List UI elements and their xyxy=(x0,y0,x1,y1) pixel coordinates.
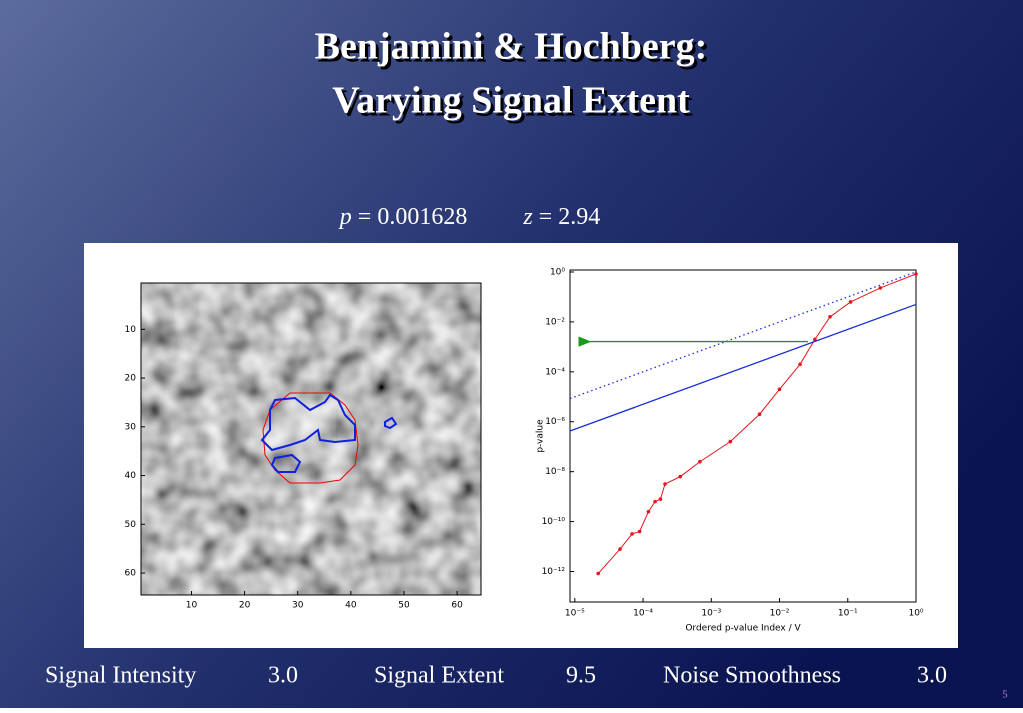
y-tick-label: 10⁻⁸ xyxy=(545,467,565,477)
y-tick-label: 10⁻⁴ xyxy=(545,367,565,377)
point xyxy=(637,529,642,534)
parameter-value: 9.5 xyxy=(566,663,596,689)
signal-contour xyxy=(262,392,359,484)
x-tick-label: 10⁰ xyxy=(908,609,923,619)
y-tick-label: 40 xyxy=(125,471,137,481)
point xyxy=(798,362,802,367)
y-tick-label: 30 xyxy=(125,422,137,432)
point xyxy=(618,547,622,551)
detection-contours xyxy=(260,393,398,473)
contour xyxy=(384,416,398,430)
z-symbol: z xyxy=(522,204,533,230)
parameter-name: Noise Smoothness xyxy=(663,663,841,689)
x-tick-label: 10⁻⁴ xyxy=(633,609,653,619)
point xyxy=(848,300,853,304)
y-tick-label: 10⁰ xyxy=(550,267,565,277)
y-tick-label: 20 xyxy=(125,374,137,384)
y-tick-label: 60 xyxy=(125,569,137,579)
y-tick-label: 50 xyxy=(125,520,137,530)
plot-frame xyxy=(569,269,917,603)
point xyxy=(658,497,663,501)
parameter-name: Signal Intensity xyxy=(45,663,196,689)
noise-image xyxy=(141,283,481,595)
title: Benjamini & Hochberg:Benjamini & Hochber… xyxy=(315,26,711,125)
slide-number: 5 xyxy=(1003,689,1008,700)
y-tick-label: 10⁻¹⁰ xyxy=(542,517,566,527)
signal-blob xyxy=(270,398,330,458)
y-tick-label: 10 xyxy=(125,325,137,335)
x-tick-label: 50 xyxy=(398,601,410,611)
point xyxy=(757,412,762,417)
point xyxy=(728,439,733,444)
p-value: 0.001628 xyxy=(377,204,467,230)
point xyxy=(878,286,883,290)
x-tick-label: 10⁻² xyxy=(770,609,790,619)
point xyxy=(663,482,667,486)
x-tick-label: 10⁻³ xyxy=(701,609,721,619)
z-value: 2.94 xyxy=(558,204,600,230)
title-line: Varying Signal Extent xyxy=(332,80,690,122)
image-frame xyxy=(140,282,482,596)
contour xyxy=(270,453,302,473)
y-tick-label: 10⁻¹² xyxy=(542,567,566,577)
parameter-value: 3.0 xyxy=(268,663,298,689)
x-tick-label: 10⁻⁵ xyxy=(565,609,585,619)
title-shadow: Benjamini & Hochberg: xyxy=(318,29,711,71)
point xyxy=(596,571,600,576)
x-tick-label: 60 xyxy=(451,601,463,611)
x-tick-label: 10⁻¹ xyxy=(838,609,858,619)
title-shadow: Varying Signal Extent xyxy=(335,83,693,125)
point xyxy=(646,509,651,514)
parameters: Signal Intensity 3.0 Signal Extent 9.5 Noise… xyxy=(45,663,947,689)
point xyxy=(698,459,702,464)
p-symbol: p xyxy=(338,204,352,230)
contour xyxy=(260,393,356,452)
x-tick-label: 40 xyxy=(345,601,357,611)
x-axis-label: Ordered p-value Index / V xyxy=(685,624,801,634)
series-line xyxy=(569,271,917,400)
y-axis-label: p-value xyxy=(536,419,546,453)
x-tick-label: 10 xyxy=(186,601,198,611)
equals: = xyxy=(539,204,553,230)
point xyxy=(777,387,782,392)
point xyxy=(678,474,682,479)
title-line: Benjamini & Hochberg: xyxy=(315,26,708,68)
point xyxy=(828,315,832,319)
stats: p = 0.001628 z = 2.94 xyxy=(338,204,600,230)
parameter-name: Signal Extent xyxy=(374,663,504,689)
series-line xyxy=(569,303,917,432)
equals: = xyxy=(358,204,372,230)
y-tick-label: 10⁻² xyxy=(545,317,565,327)
x-tick-label: 30 xyxy=(292,601,304,611)
point xyxy=(813,337,817,342)
point xyxy=(630,532,634,536)
point xyxy=(914,272,918,276)
x-tick-label: 20 xyxy=(239,601,251,611)
y-tick-label: 10⁻⁶ xyxy=(545,417,565,427)
parameter-value: 3.0 xyxy=(917,663,947,689)
point xyxy=(653,499,657,504)
